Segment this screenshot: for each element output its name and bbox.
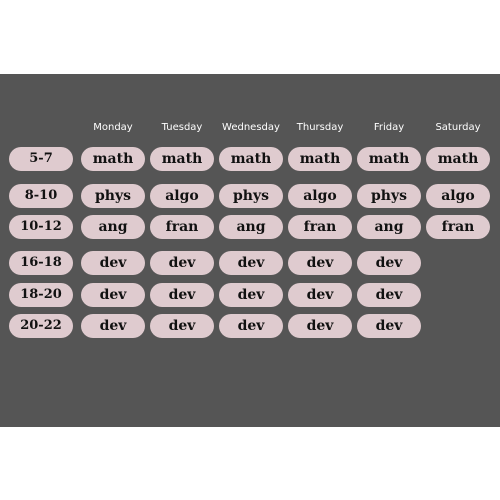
class-cell: algo — [426, 184, 490, 208]
class-cell: ang — [81, 215, 145, 239]
class-cell: dev — [357, 283, 421, 307]
day-header-saturday: Saturday — [435, 122, 481, 133]
class-cell: algo — [150, 184, 214, 208]
day-header-tuesday: Tuesday — [161, 122, 203, 133]
class-cell: dev — [219, 251, 283, 275]
class-cell: dev — [357, 314, 421, 338]
class-cell: math — [81, 147, 145, 171]
timetable-panel — [0, 74, 500, 427]
class-cell: dev — [288, 314, 352, 338]
class-cell: fran — [288, 215, 352, 239]
time-slot-label: 18-20 — [9, 283, 73, 307]
class-cell: algo — [288, 184, 352, 208]
class-cell: dev — [150, 283, 214, 307]
day-header-wednesday: Wednesday — [222, 122, 280, 133]
day-header-friday: Friday — [373, 122, 405, 133]
class-cell: dev — [81, 314, 145, 338]
class-cell: dev — [288, 251, 352, 275]
class-cell: phys — [81, 184, 145, 208]
time-slot-label: 10-12 — [9, 215, 73, 239]
class-cell: dev — [288, 283, 352, 307]
class-cell: ang — [219, 215, 283, 239]
class-cell: dev — [150, 251, 214, 275]
class-cell: math — [219, 147, 283, 171]
class-cell: math — [426, 147, 490, 171]
time-slot-label: 20-22 — [9, 314, 73, 338]
class-cell: phys — [219, 184, 283, 208]
class-cell: fran — [150, 215, 214, 239]
class-cell: math — [288, 147, 352, 171]
class-cell: dev — [219, 314, 283, 338]
time-slot-label: 8-10 — [9, 184, 73, 208]
class-cell: math — [150, 147, 214, 171]
class-cell: phys — [357, 184, 421, 208]
class-cell: ang — [357, 215, 421, 239]
day-header-thursday: Thursday — [296, 122, 344, 133]
day-header-monday: Monday — [93, 122, 133, 133]
class-cell: dev — [81, 251, 145, 275]
time-slot-label: 5-7 — [9, 147, 73, 171]
class-cell: dev — [81, 283, 145, 307]
class-cell: math — [357, 147, 421, 171]
class-cell: dev — [357, 251, 421, 275]
class-cell: dev — [219, 283, 283, 307]
class-cell: fran — [426, 215, 490, 239]
class-cell: dev — [150, 314, 214, 338]
time-slot-label: 16-18 — [9, 251, 73, 275]
